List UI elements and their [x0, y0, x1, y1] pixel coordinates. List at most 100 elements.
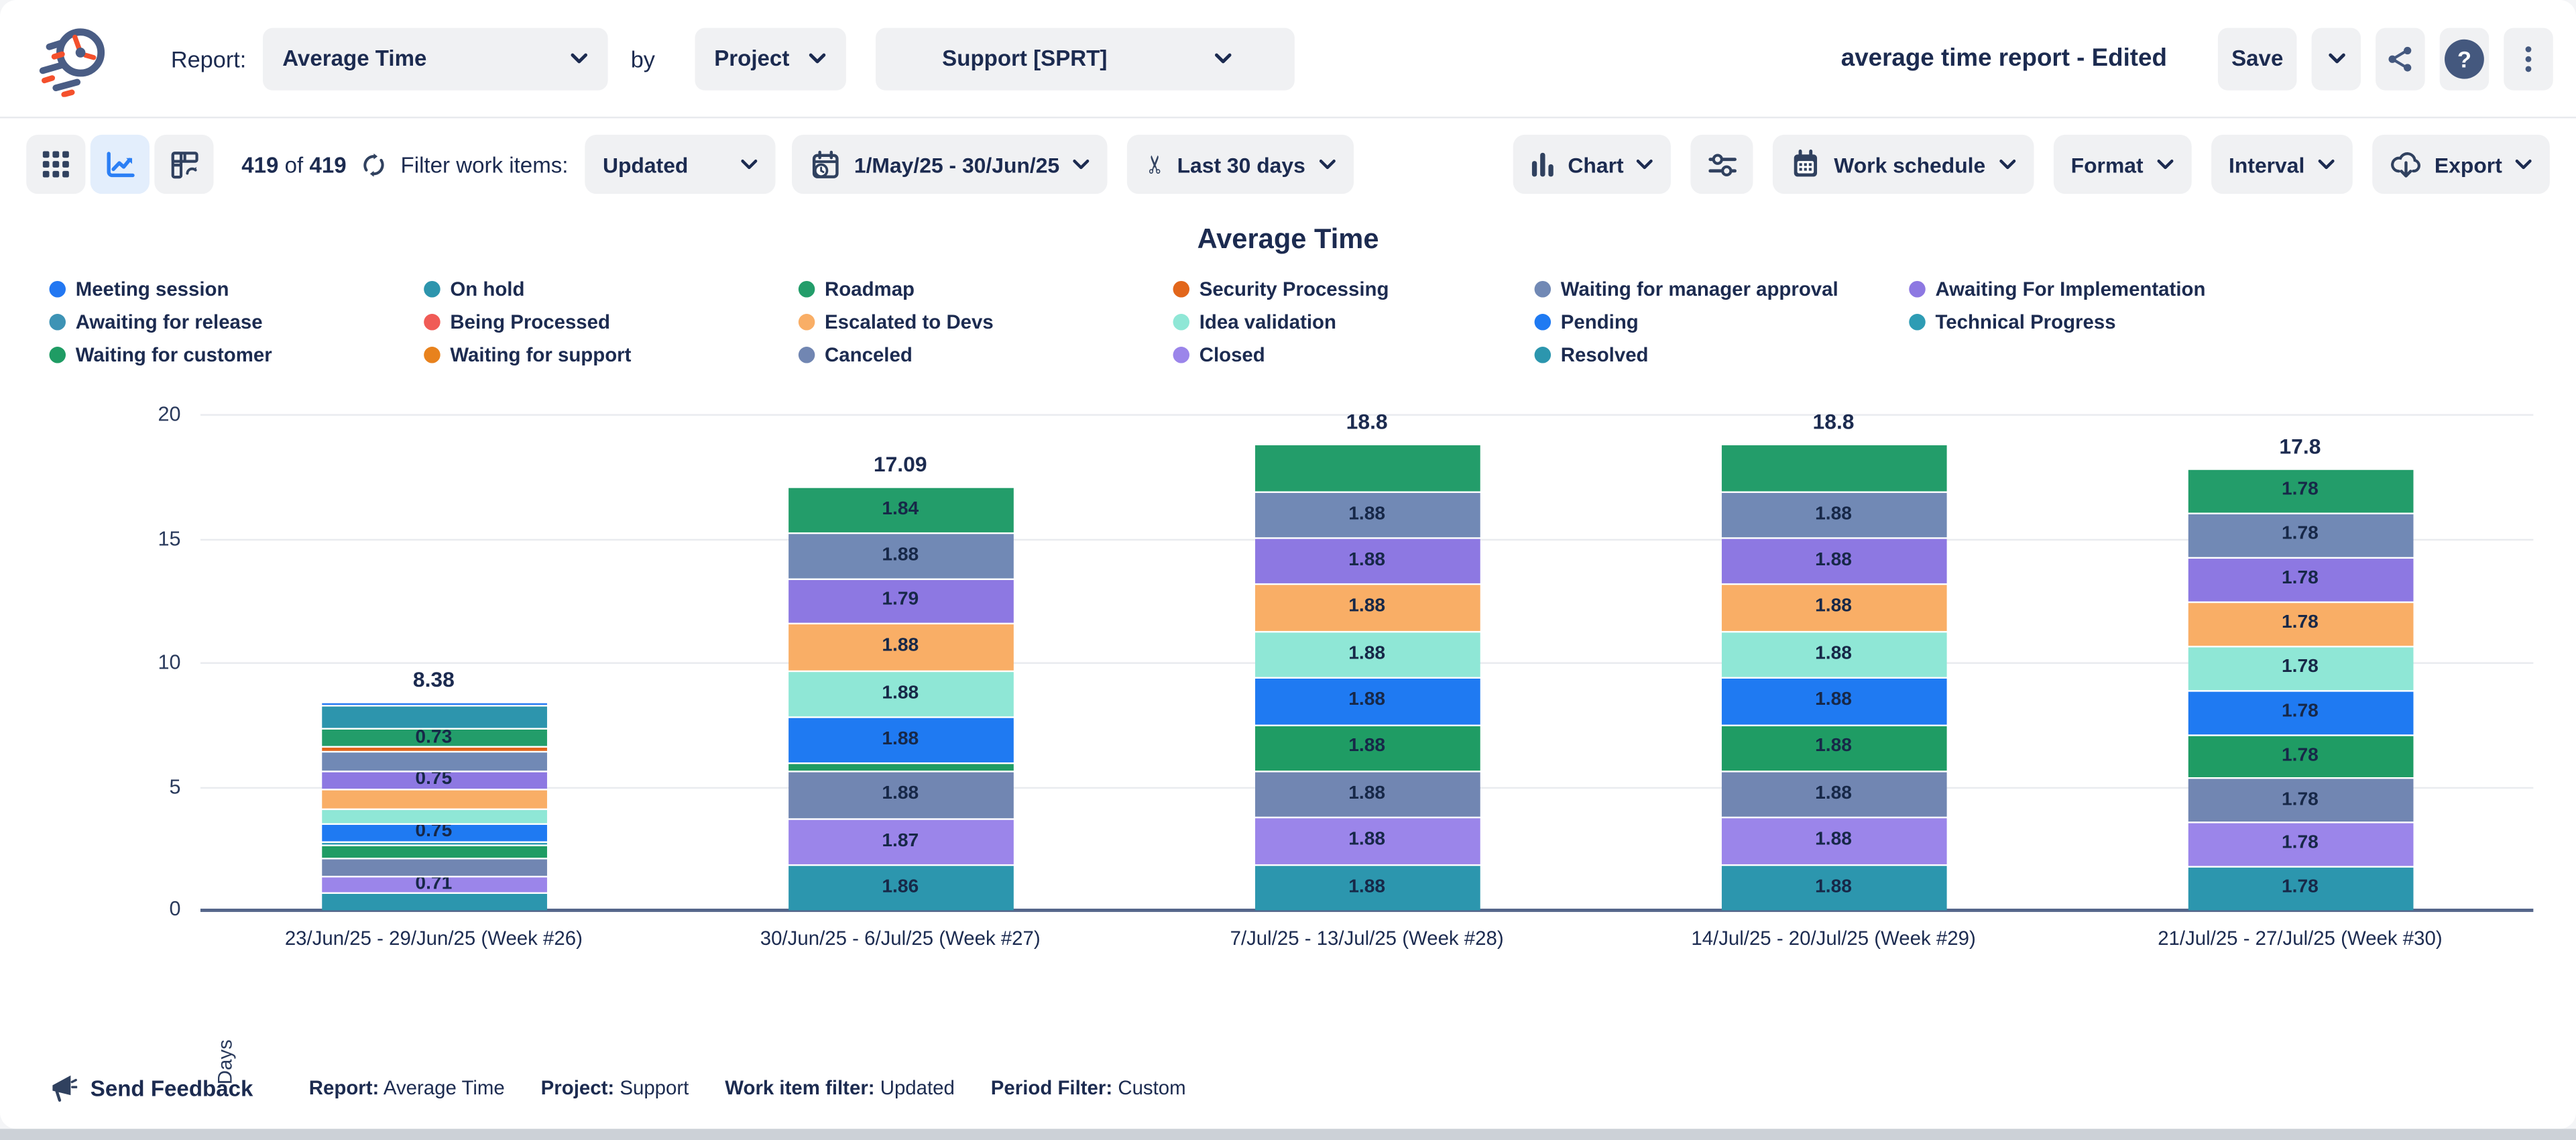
trim-period-button[interactable]: ✂ Last 30 days — [1126, 134, 1353, 194]
refresh-icon[interactable] — [359, 150, 388, 178]
bar-segment[interactable] — [321, 846, 546, 859]
legend-color-dot — [1534, 314, 1552, 331]
more-menu-button[interactable] — [2504, 27, 2553, 90]
project-select[interactable]: Support [SPRT] — [875, 27, 1295, 90]
legend-item[interactable]: Escalated to Devs — [798, 306, 1173, 339]
legend-item[interactable]: Waiting for customer — [49, 339, 424, 372]
bar-segment[interactable] — [1720, 445, 1946, 491]
bar-segment[interactable]: 1.78 — [2187, 868, 2413, 911]
send-feedback-button[interactable]: Send Feedback — [50, 1073, 253, 1102]
view-toggle-grid-button[interactable] — [26, 134, 86, 194]
bar-segment[interactable]: 1.78 — [2187, 470, 2413, 513]
legend-item[interactable]: Waiting for support — [424, 339, 799, 372]
save-options-button[interactable] — [2311, 27, 2361, 90]
export-button[interactable]: Export — [2372, 134, 2550, 194]
legend-item[interactable]: Resolved — [1534, 339, 1910, 372]
share-button[interactable] — [2376, 27, 2425, 90]
bar-segment[interactable]: 1.88 — [787, 773, 1013, 818]
chart-type-button[interactable]: Chart — [1513, 134, 1672, 194]
view-toggle-chart-button[interactable] — [90, 134, 150, 194]
bar-segment[interactable]: 1.88 — [1254, 865, 1480, 911]
bar-segment[interactable]: 1.87 — [787, 819, 1013, 864]
legend-item[interactable]: Closed — [1173, 339, 1535, 372]
legend-item[interactable]: On hold — [424, 273, 799, 306]
bar-segment[interactable]: 1.78 — [2187, 691, 2413, 734]
legend-item[interactable]: Canceled — [798, 339, 1173, 372]
bar-segment[interactable]: 1.78 — [2187, 646, 2413, 690]
bar-segment[interactable]: 1.84 — [787, 488, 1013, 532]
bar-segment[interactable]: 1.88 — [1720, 679, 1946, 724]
bar-segment[interactable]: 1.78 — [2187, 735, 2413, 778]
legend-item[interactable]: Being Processed — [424, 306, 799, 339]
stacked-bar[interactable]: 18.8 1.88 1.88 1.88 1.88 1.88 1.88 1.88 1.88 1.88 — [1254, 410, 1480, 911]
bar-segment[interactable] — [321, 790, 546, 808]
legend-item[interactable]: Pending — [1534, 306, 1910, 339]
bar-segment[interactable]: 1.88 — [1720, 538, 1946, 584]
bar-segment[interactable]: 0.71 — [321, 876, 546, 893]
bar-segment[interactable]: 1.86 — [787, 866, 1013, 911]
bar-segment[interactable]: 1.88 — [1720, 725, 1946, 771]
bar-segment[interactable]: 1.88 — [1720, 632, 1946, 677]
legend-item[interactable]: Waiting for manager approval — [1534, 273, 1910, 306]
legend-item[interactable]: Meeting session — [49, 273, 424, 306]
stacked-bar[interactable]: 17.09 1.84 1.88 1.79 1.88 1.88 1.88 1.88 1.87 1.8… — [787, 452, 1013, 911]
bar-segment[interactable]: 1.88 — [787, 624, 1013, 670]
filter-field-select[interactable]: Updated — [585, 134, 776, 194]
save-button[interactable]: Save — [2217, 27, 2297, 90]
bar-segment[interactable] — [321, 702, 546, 705]
chart-settings-button[interactable] — [1691, 134, 1754, 194]
legend-item[interactable]: Idea validation — [1173, 306, 1535, 339]
bar-segment[interactable] — [321, 706, 546, 729]
legend-item[interactable]: Awaiting for release — [49, 306, 424, 339]
legend-item[interactable]: Security Processing — [1173, 273, 1535, 306]
bar-segment[interactable]: 1.88 — [1254, 538, 1480, 584]
bar-segment[interactable] — [321, 748, 546, 751]
work-schedule-button[interactable]: Work schedule — [1773, 134, 2034, 194]
bar-segment[interactable]: 1.79 — [787, 580, 1013, 624]
legend-item[interactable]: Technical Progress — [1909, 306, 2284, 339]
bar-segment[interactable]: 1.88 — [787, 671, 1013, 717]
legend-item[interactable]: Roadmap — [798, 273, 1173, 306]
bar-segment[interactable]: 1.88 — [1720, 492, 1946, 538]
bar-segment[interactable]: 1.88 — [1254, 585, 1480, 631]
bar-segment[interactable]: 1.88 — [1720, 865, 1946, 911]
bar-segment[interactable]: 1.88 — [787, 718, 1013, 763]
help-button[interactable]: ? — [2439, 27, 2490, 90]
bar-segment[interactable]: 1.88 — [1720, 585, 1946, 631]
bar-segment[interactable] — [321, 752, 546, 771]
bar-segment[interactable]: 0.73 — [321, 730, 546, 747]
bar-segment[interactable]: 1.88 — [1720, 772, 1946, 817]
bar-segment[interactable]: 0.75 — [321, 771, 546, 789]
bar-segment[interactable]: 1.78 — [2187, 823, 2413, 866]
bar-segment[interactable]: 1.88 — [1254, 772, 1480, 817]
bar-segment[interactable]: 1.88 — [1254, 492, 1480, 538]
bar-segment[interactable]: 1.78 — [2187, 779, 2413, 822]
group-by-select[interactable]: Project — [694, 27, 846, 90]
stacked-bar[interactable]: 18.8 1.88 1.88 1.88 1.88 1.88 1.88 1.88 1.88 1.88 — [1720, 410, 1946, 911]
stacked-bar[interactable]: 17.8 1.78 1.78 1.78 1.78 1.78 1.78 1.78 1.78 1.78… — [2187, 434, 2413, 911]
format-button[interactable]: Format — [2052, 134, 2191, 194]
bar-segment[interactable]: 1.88 — [1254, 818, 1480, 864]
report-type-select[interactable]: Average Time — [262, 27, 608, 90]
bar-segment[interactable]: 1.78 — [2187, 602, 2413, 646]
bar-segment[interactable] — [321, 895, 546, 911]
bar-segment[interactable]: 1.88 — [787, 533, 1013, 579]
bar-segment[interactable]: 1.88 — [1254, 679, 1480, 724]
bar-segment[interactable]: 1.78 — [2187, 514, 2413, 557]
bar-segment[interactable] — [787, 764, 1013, 771]
bar-segment[interactable]: 1.78 — [2187, 559, 2413, 602]
bar-segment[interactable] — [321, 842, 546, 846]
bar-segment[interactable] — [321, 809, 546, 823]
legend-label: Awaiting for release — [75, 310, 263, 334]
legend-item[interactable]: Awaiting For Implementation — [1909, 273, 2284, 306]
bar-segment[interactable]: 1.88 — [1720, 818, 1946, 864]
date-range-button[interactable]: 1/May/25 - 30/Jun/25 — [791, 134, 1108, 194]
bar-segment[interactable] — [1254, 445, 1480, 491]
bar-segment[interactable]: 1.88 — [1254, 632, 1480, 677]
interval-button[interactable]: Interval — [2211, 134, 2353, 194]
stacked-bar[interactable]: 8.38 0.73 0.75 0.75 0.71 — [321, 667, 546, 911]
bar-segment[interactable]: 1.88 — [1254, 725, 1480, 771]
view-toggle-pivot-button[interactable] — [154, 134, 214, 194]
bar-segment[interactable] — [321, 860, 546, 876]
bar-segment[interactable]: 0.75 — [321, 824, 546, 842]
